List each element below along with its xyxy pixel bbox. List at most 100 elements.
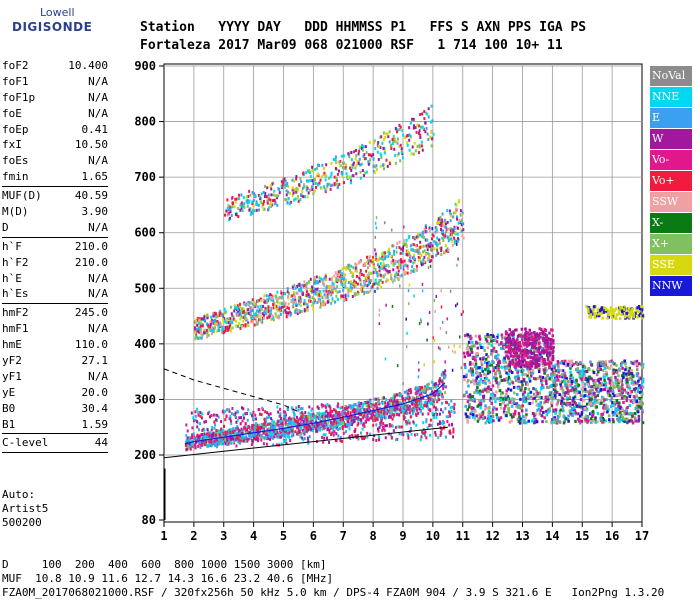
echo-point [390,399,393,403]
echo-point [280,289,283,293]
echo-point [374,268,377,272]
echo-point [253,194,256,198]
echo-point [379,273,382,277]
echo-point [361,406,364,410]
echo-point [476,404,479,408]
echo-point [603,373,606,377]
echo-point [324,275,327,279]
echo-point [481,390,484,394]
echo-point [309,277,312,281]
echo-point [542,410,545,414]
echo-point [440,289,442,293]
echo-point [372,415,375,419]
echo-point [199,324,202,328]
echo-point [637,383,641,387]
echo-point [563,419,567,423]
echo-point [365,290,368,294]
echo-point [453,236,456,240]
echo-point [351,405,354,409]
echo-point [529,367,532,371]
echo-point [407,404,410,408]
echo-point [184,440,187,444]
echo-point [456,232,459,236]
echo-point [551,370,555,374]
echo-point [597,370,600,374]
echo-point [537,402,541,406]
echo-point [216,329,219,333]
echo-point [412,117,415,121]
echo-point [303,182,306,186]
echo-point [362,284,365,288]
echo-point [368,255,371,259]
echo-point [256,322,259,326]
echo-point [636,368,639,372]
echo-point [503,356,506,360]
echo-point [400,410,403,414]
echo-point [210,438,213,442]
echo-point [427,257,430,261]
echo-point [578,371,581,375]
echo-point [233,309,236,313]
echo-point [258,195,261,199]
echo-point [560,394,563,398]
echo-point [268,315,271,319]
echo-point [198,321,201,325]
echo-point [366,255,369,259]
echo-point [360,285,363,289]
echo-point [261,319,264,323]
echo-point [309,416,312,420]
echo-point [488,363,492,367]
echo-point [491,411,495,415]
echo-point [352,161,355,165]
echo-point [606,387,609,391]
param-row: hmE 110.0 [2,337,108,353]
echo-point [563,393,567,397]
echo-point [419,256,422,260]
echo-point [629,376,632,380]
echo-point [269,309,272,313]
echo-point [606,389,610,393]
echo-point [231,195,234,199]
echo-point [384,401,387,405]
echo-point [477,403,481,407]
echo-point [223,213,226,217]
echo-point [426,338,428,342]
echo-point [414,249,417,253]
echo-point [307,281,310,285]
echo-point [367,400,370,404]
echo-point [337,270,340,274]
echo-point [598,402,602,406]
echo-point [578,421,582,425]
echo-point [574,411,577,415]
echo-point [235,324,238,328]
echo-point [499,398,503,402]
echo-point [435,253,438,257]
echo-point [212,314,215,318]
echo-point [543,343,546,347]
echo-point [351,423,354,427]
echo-point [483,377,487,381]
echo-point [502,397,505,401]
echo-point [639,377,643,381]
echo-point [456,242,458,246]
echo-point [272,430,275,434]
echo-point [444,391,447,395]
echo-point [606,366,609,370]
echo-point [561,406,565,410]
echo-point [479,398,483,402]
echo-point [213,313,216,317]
echo-point [218,324,221,328]
param-row: foEp 0.41 [2,122,108,138]
echo-point [378,283,381,287]
echo-point [437,252,440,256]
echo-point [233,205,236,209]
echo-point [344,422,347,426]
echo-point [351,274,354,278]
echo-point [253,314,256,318]
echo-point [399,260,402,264]
echo-point [419,386,422,390]
echo-point [353,279,356,283]
echo-point [437,346,440,350]
echo-point [194,336,197,340]
echo-point [296,420,299,424]
